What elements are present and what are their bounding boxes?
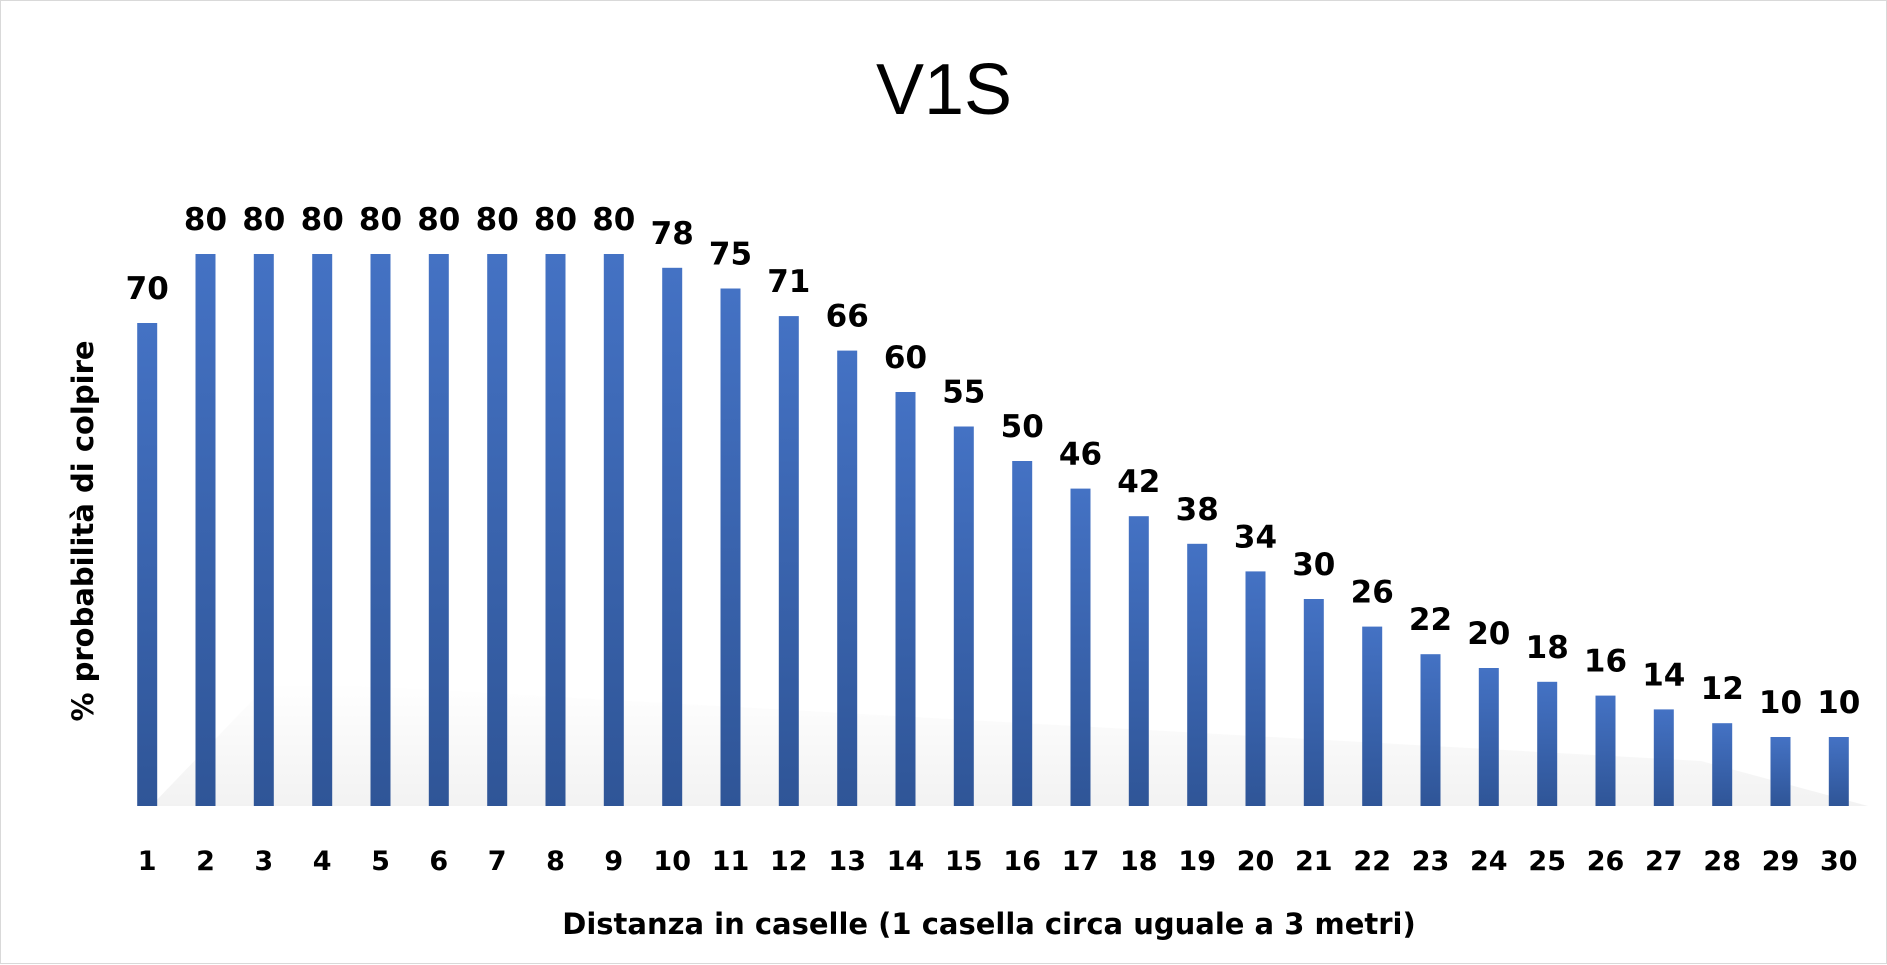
data-label-12: 71 <box>767 264 810 300</box>
data-label-27: 14 <box>1642 657 1685 693</box>
x-tick-label-14: 14 <box>887 846 925 877</box>
x-tick-label-6: 6 <box>429 846 448 877</box>
data-label-30: 10 <box>1817 685 1860 721</box>
bar-12 <box>778 316 799 806</box>
bar-24 <box>1478 668 1499 806</box>
x-tick-label-22: 22 <box>1353 846 1391 877</box>
data-label-28: 12 <box>1701 671 1744 707</box>
data-label-9: 80 <box>592 202 635 238</box>
bar-20 <box>1245 571 1266 806</box>
data-label-22: 26 <box>1351 575 1394 611</box>
data-label-20: 34 <box>1234 519 1277 555</box>
data-label-10: 78 <box>651 216 694 252</box>
bar-29 <box>1770 737 1791 806</box>
x-tick-label-7: 7 <box>488 846 507 877</box>
x-tick-label-5: 5 <box>371 846 390 877</box>
x-tick-label-17: 17 <box>1062 846 1100 877</box>
bar-17 <box>1070 488 1091 806</box>
data-label-23: 22 <box>1409 602 1452 638</box>
data-label-21: 30 <box>1292 547 1335 583</box>
data-label-5: 80 <box>359 202 402 238</box>
x-tick-label-4: 4 <box>313 846 332 877</box>
x-axis-title: Distanza in caselle (1 casella circa ugu… <box>562 907 1415 941</box>
bar-26 <box>1595 695 1616 806</box>
x-tick-label-26: 26 <box>1587 846 1625 877</box>
data-label-18: 42 <box>1117 464 1160 500</box>
data-label-6: 80 <box>417 202 460 238</box>
x-tick-label-28: 28 <box>1703 846 1741 877</box>
x-tick-label-21: 21 <box>1295 846 1333 877</box>
data-label-25: 18 <box>1526 630 1569 666</box>
data-label-4: 80 <box>301 202 344 238</box>
x-tick-label-12: 12 <box>770 846 808 877</box>
bar-3 <box>253 254 274 806</box>
bar-10 <box>662 267 683 806</box>
y-axis-title: % probabilità di colpire <box>66 340 100 721</box>
x-tick-label-24: 24 <box>1470 846 1508 877</box>
bar-5 <box>370 254 391 806</box>
x-tick-label-15: 15 <box>945 846 983 877</box>
data-label-24: 20 <box>1467 616 1510 652</box>
bar-1 <box>137 323 158 806</box>
x-tick-label-10: 10 <box>653 846 691 877</box>
bar-2 <box>195 254 216 806</box>
x-tick-label-30: 30 <box>1820 846 1858 877</box>
data-label-17: 46 <box>1059 437 1102 473</box>
data-labels: 70 80 80 80 80 80 80 80 80 78 75 71 66 60 55 50 46 42 38 34… <box>126 202 1861 721</box>
bar-16 <box>1012 461 1033 806</box>
bar-25 <box>1537 681 1558 806</box>
bar-4 <box>312 254 333 806</box>
bar-28 <box>1712 723 1733 806</box>
x-tick-label-25: 25 <box>1528 846 1566 877</box>
bar-11 <box>720 288 741 806</box>
bar-7 <box>487 254 508 806</box>
data-label-16: 50 <box>1001 409 1044 445</box>
x-tick-label-8: 8 <box>546 846 565 877</box>
data-label-13: 66 <box>826 299 869 335</box>
data-label-11: 75 <box>709 237 752 273</box>
data-label-3: 80 <box>242 202 285 238</box>
bar-27 <box>1653 709 1674 806</box>
x-tick-label-1: 1 <box>138 846 157 877</box>
data-label-7: 80 <box>476 202 519 238</box>
bar-9 <box>603 254 624 806</box>
x-tick-label-20: 20 <box>1237 846 1275 877</box>
bar-13 <box>837 350 858 806</box>
bar-19 <box>1187 543 1208 806</box>
x-tick-label-11: 11 <box>712 846 750 877</box>
data-label-1: 70 <box>126 271 169 307</box>
data-label-15: 55 <box>942 375 985 411</box>
x-tick-label-13: 13 <box>828 846 866 877</box>
data-label-19: 38 <box>1176 492 1219 528</box>
x-tick-label-2: 2 <box>196 846 215 877</box>
bar-8 <box>545 254 566 806</box>
x-tick-label-3: 3 <box>254 846 273 877</box>
data-label-14: 60 <box>884 340 927 376</box>
x-tick-label-9: 9 <box>604 846 623 877</box>
bars <box>137 254 1849 806</box>
x-tick-label-27: 27 <box>1645 846 1683 877</box>
x-tick-label-23: 23 <box>1412 846 1450 877</box>
x-tick-labels: 1 2 3 4 5 6 7 8 9 10 11 12 13 14 15 16 17 18 19 20 21 22 23 24 2… <box>138 846 1858 877</box>
bar-30 <box>1828 737 1849 806</box>
chart-title: V1S <box>876 50 1012 130</box>
data-label-29: 10 <box>1759 685 1802 721</box>
data-label-26: 16 <box>1584 644 1627 680</box>
x-tick-label-19: 19 <box>1178 846 1216 877</box>
bar-18 <box>1128 516 1149 806</box>
x-tick-label-29: 29 <box>1762 846 1800 877</box>
bar-6 <box>428 254 449 806</box>
x-tick-label-16: 16 <box>1003 846 1041 877</box>
data-label-8: 80 <box>534 202 577 238</box>
bar-15 <box>953 426 974 806</box>
x-tick-label-18: 18 <box>1120 846 1158 877</box>
bar-22 <box>1362 626 1383 806</box>
data-label-2: 80 <box>184 202 227 238</box>
bar-23 <box>1420 654 1441 806</box>
bar-14 <box>895 392 916 806</box>
bar-21 <box>1303 599 1324 806</box>
